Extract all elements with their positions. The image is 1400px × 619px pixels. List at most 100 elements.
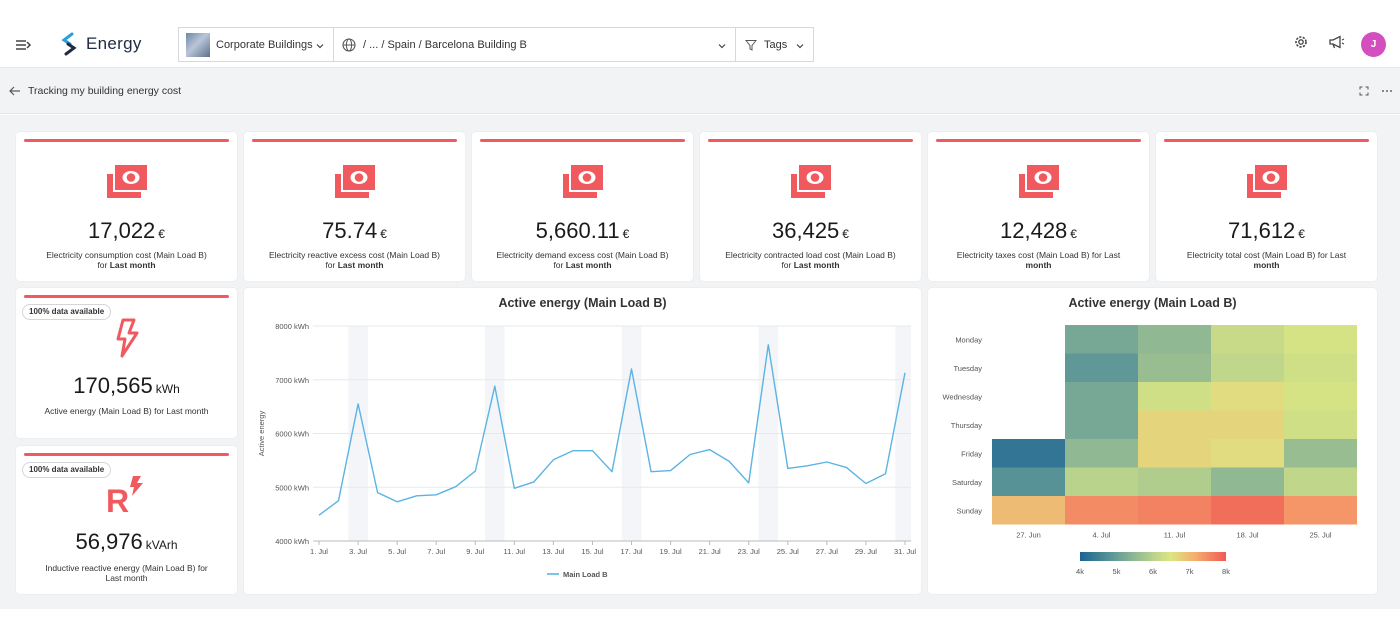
chevron-down-icon [316, 44, 324, 49]
lightning-icon [116, 318, 139, 358]
kpi-label: Electricity consumption cost (Main Load … [46, 250, 207, 270]
y-tick-label: 6000 kWh [275, 430, 309, 439]
money-icon [106, 165, 147, 198]
tags-label: Tags [764, 38, 788, 51]
heatmap-cell [1065, 467, 1138, 496]
color-scale-bar [1080, 552, 1226, 561]
kpi-value: 71,612 € [1228, 218, 1305, 243]
accent-bar [708, 139, 913, 142]
menu-toggle-icon[interactable] [14, 36, 32, 54]
x-tick-label: 11. Jul [504, 547, 526, 556]
location-path-label: / ... / Spain / Barcelona Building B [363, 38, 527, 51]
column-label: 11. Jul [1164, 531, 1186, 540]
building-thumbnail-icon [186, 32, 210, 57]
kpi-label: Electricity reactive excess cost (Main L… [268, 250, 440, 270]
x-tick-label: 15. Jul [581, 547, 603, 556]
row-label: Sunday [957, 506, 983, 515]
accent-bar [252, 139, 457, 142]
back-arrow-icon[interactable] [9, 86, 21, 96]
x-tick-label: 19. Jul [660, 547, 682, 556]
column-label: 4. Jul [1093, 531, 1111, 540]
money-icon [1018, 165, 1059, 198]
kpi-value: 17,022 € [88, 218, 165, 243]
heatmap-cell [992, 496, 1065, 525]
heatmap-cell [1211, 353, 1284, 382]
kpi-label: Electricity demand excess cost (Main Loa… [496, 250, 669, 270]
x-tick-label: 7. Jul [427, 547, 445, 556]
heatmap-cell [1211, 496, 1284, 525]
app-name: Energy [86, 34, 142, 53]
chart-title: Active energy (Main Load B) [1068, 296, 1237, 310]
x-tick-label: 27. Jul [816, 547, 838, 556]
kpi-card[interactable]: 75.74 € Electricity reactive excess cost … [244, 132, 465, 281]
energy-kpi-value: 170,565 kWh [73, 373, 180, 398]
dashboard-header: Tracking my building energy cost [0, 68, 1400, 114]
money-icon [334, 165, 375, 198]
kpi-card[interactable]: 71,612 € Electricity total cost (Main Loa… [1156, 132, 1377, 281]
heatmap-cell [1065, 325, 1138, 354]
heatmap-cell [1065, 410, 1138, 439]
column-label: 27. Jun [1016, 531, 1041, 540]
building-selector-label: Corporate Buildings [216, 38, 313, 51]
heatmap-cell [1065, 439, 1138, 468]
more-icon[interactable] [1381, 89, 1393, 93]
heatmap-card[interactable]: Active energy (Main Load B) Monday Tuesda… [928, 288, 1377, 594]
heatmap-cell [1211, 382, 1284, 411]
heatmap-cell [1138, 353, 1211, 382]
app-logo[interactable]: Energy [58, 31, 142, 57]
x-tick-label: 3. Jul [349, 547, 367, 556]
x-tick-label: 17. Jul [620, 547, 642, 556]
heatmap-cell [1138, 325, 1211, 354]
data-availability-badge: 100% data available [22, 462, 112, 478]
user-avatar[interactable]: J [1361, 32, 1386, 57]
megaphone-icon[interactable] [1328, 34, 1345, 50]
heatmap-cell [1065, 353, 1138, 382]
heatmap-cell [1211, 410, 1284, 439]
heatmap-cell [1284, 325, 1357, 354]
line-chart-card[interactable]: Active energy (Main Load B) 4000 kWh 5000… [244, 288, 921, 594]
gear-icon[interactable] [1293, 34, 1309, 50]
heatmap-cell [1138, 496, 1211, 525]
kpi-label: Electricity contracted load cost (Main L… [725, 250, 896, 270]
location-path-selector[interactable]: / ... / Spain / Barcelona Building B [334, 27, 736, 62]
chart-title: Active energy (Main Load B) [498, 296, 667, 310]
heatmap-cell [1065, 496, 1138, 525]
kpi-card[interactable]: 12,428 € Electricity taxes cost (Main Loa… [928, 132, 1149, 281]
x-tick-label: 25. Jul [777, 547, 799, 556]
accent-bar [1164, 139, 1369, 142]
x-tick-label: 5. Jul [388, 547, 406, 556]
kpi-card[interactable]: 36,425 € Electricity contracted load cost… [700, 132, 921, 281]
legend-label: Main Load B [563, 570, 608, 579]
kpi-card[interactable]: 17,022 € Electricity consumption cost (Ma… [16, 132, 237, 281]
energy-kpi-card[interactable]: 100% data available R 56,976 kVArh Induct… [16, 446, 237, 594]
row-label: Saturday [952, 478, 982, 487]
line-chart: 4000 kWh 5000 kWh 6000 kWh 7000 kWh 8000 kWh… [257, 322, 916, 579]
y-axis-label: Active energy [257, 411, 266, 457]
heatmap-cell [1211, 439, 1284, 468]
tags-filter[interactable]: Tags [736, 27, 814, 62]
dashboard-title: Tracking my building energy cost [28, 85, 182, 97]
energy-kpi-card[interactable]: 100% data available 170,565 kWh Active en… [16, 288, 237, 438]
heatmap-cell [1138, 410, 1211, 439]
money-icon [1246, 165, 1287, 198]
accent-bar [24, 453, 229, 456]
expand-icon[interactable] [1359, 86, 1369, 96]
reactive-energy-icon: R [106, 476, 143, 516]
accent-bar [24, 139, 229, 142]
kpi-value: 5,660.11 € [535, 218, 630, 243]
kpi-value: 12,428 € [1000, 218, 1077, 243]
color-scale-label: 8k [1222, 567, 1230, 576]
heatmap-cell [1138, 467, 1211, 496]
heatmap-cell [1284, 410, 1357, 439]
kpi-card[interactable]: 5,660.11 € Electricity demand excess cost… [472, 132, 693, 281]
y-tick-label: 8000 kWh [275, 322, 309, 331]
color-scale-label: 5k [1113, 567, 1121, 576]
x-tick-label: 31. Jul [894, 547, 916, 556]
filter-icon [745, 39, 757, 51]
building-selector[interactable]: Corporate Buildings [178, 27, 334, 62]
heatmap-cell [1284, 353, 1357, 382]
heatmap-cell [1211, 467, 1284, 496]
x-tick-label: 9. Jul [466, 547, 484, 556]
top-navigation-bar: Energy Corporate Buildings / ... / Spain… [0, 22, 1400, 68]
row-label: Monday [955, 335, 982, 344]
